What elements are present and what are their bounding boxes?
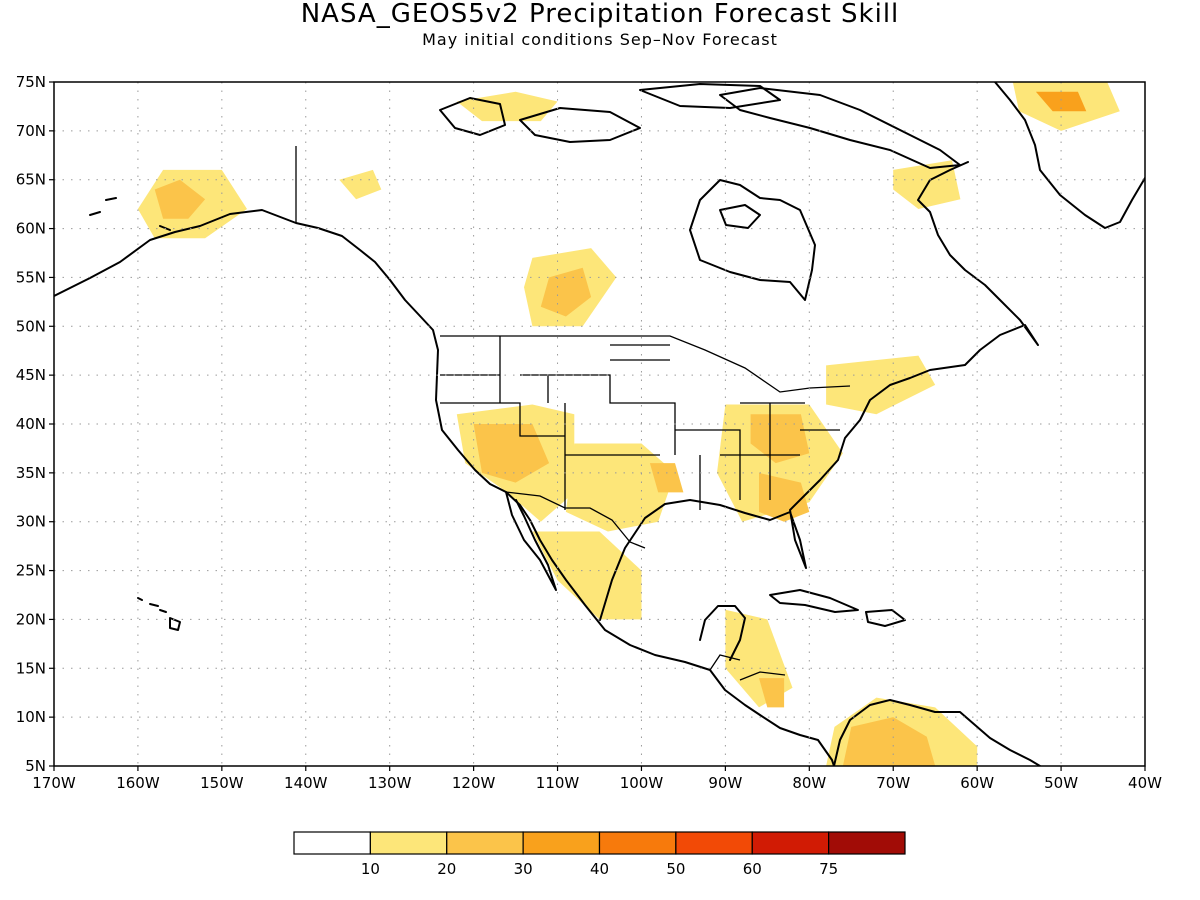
x-tick-label: 160W (116, 774, 160, 792)
colorbar-label: 75 (819, 860, 838, 878)
x-tick-label: 60W (960, 774, 994, 792)
y-tick-label: 65N (16, 171, 46, 189)
hudson-bay-coastline (689, 179, 816, 301)
skill-region-9 (649, 463, 684, 493)
x-tick-label: 100W (620, 774, 664, 792)
y-tick-label: 15N (16, 659, 46, 677)
hawaii-islets (137, 597, 167, 613)
axis-ticks: 170W 160W 150W 140W 130W 120W 110W 100W 90W 80W 70… (16, 73, 1162, 792)
us-state-lines (440, 336, 840, 510)
colorbar: 10 20 30 40 50 60 75 (293, 831, 906, 878)
yucatan-coastline (699, 605, 746, 661)
y-tick-label: 30N (16, 513, 46, 531)
x-tick-label: 50W (1044, 774, 1078, 792)
skill-region-17 (1035, 91, 1087, 112)
gulf-coastline (599, 161, 1039, 621)
x-tick-label: 40W (1128, 774, 1162, 792)
skill-region-21 (842, 717, 936, 766)
hispaniola (865, 609, 906, 627)
ellesmere-island (639, 83, 781, 109)
colorbar-swatch (751, 831, 830, 855)
x-tick-label: 130W (368, 774, 412, 792)
us-canada-border (440, 335, 851, 393)
graticule (54, 82, 1145, 766)
hawaii (169, 617, 181, 631)
north-america-coastline (54, 209, 835, 766)
baja-coastline (505, 491, 557, 591)
x-tick-label: 170W (32, 774, 76, 792)
x-tick-label: 90W (708, 774, 742, 792)
colorbar-label: 10 (361, 860, 380, 878)
y-tick-label: 10N (16, 708, 46, 726)
skill-shading (137, 82, 1120, 766)
political-borders (295, 146, 851, 681)
baffin-island (719, 87, 961, 169)
y-tick-label: 60N (16, 220, 46, 238)
y-tick-label: 50N (16, 317, 46, 335)
alaska-islands (89, 197, 171, 231)
y-tick-label: 45N (16, 366, 46, 384)
colorbar-swatch (293, 831, 371, 855)
skill-region-13 (759, 472, 810, 522)
cuba (769, 589, 859, 613)
y-tick-label: 35N (16, 464, 46, 482)
map-subtitle: May initial conditions Sep–Nov Forecast (422, 30, 778, 49)
y-tick-label: 75N (16, 73, 46, 91)
skill-region-3 (456, 91, 558, 122)
victoria-island (519, 107, 641, 143)
skill-region-11 (717, 404, 843, 522)
colorbar-swatch (675, 831, 753, 855)
y-tick-label: 20N (16, 610, 46, 628)
x-tick-label: 150W (200, 774, 244, 792)
x-tick-label: 70W (876, 774, 910, 792)
y-tick-label: 40N (16, 415, 46, 433)
skill-region-12 (750, 414, 810, 464)
skill-region-7 (473, 424, 550, 483)
y-tick-label: 70N (16, 122, 46, 140)
colorbar-swatch (369, 831, 448, 855)
colorbar-swatch (598, 831, 677, 855)
colorbar-label: 20 (437, 860, 456, 878)
colorbar-label: 40 (590, 860, 609, 878)
y-tick-label: 55N (16, 268, 46, 286)
skill-region-14 (826, 355, 936, 415)
x-tick-label: 110W (536, 774, 580, 792)
skill-region-1 (154, 179, 206, 219)
skill-region-2 (339, 169, 382, 200)
central-america-borders (709, 654, 786, 681)
greenland-coastline (994, 82, 1145, 229)
coastlines (54, 82, 1145, 766)
map-title: NASA_GEOS5v2 Precipitation Forecast Skil… (301, 0, 900, 29)
colorbar-label: 50 (666, 860, 685, 878)
skill-region-19 (759, 678, 785, 708)
colorbar-label: 60 (743, 860, 762, 878)
colorbar-swatch (828, 831, 906, 855)
colorbar-swatch (446, 831, 524, 855)
y-tick-label: 5N (25, 757, 46, 775)
us-mexico-border (505, 491, 646, 549)
x-tick-label: 120W (452, 774, 496, 792)
x-tick-label: 80W (792, 774, 826, 792)
skill-region-5 (540, 267, 592, 317)
colorbar-label: 30 (514, 860, 533, 878)
southampton-island (719, 204, 761, 229)
x-tick-label: 140W (284, 774, 328, 792)
south-america-coastline (833, 699, 1041, 766)
skill-region-10 (532, 531, 642, 620)
banks-island (439, 97, 506, 136)
y-tick-label: 25N (16, 562, 46, 580)
colorbar-swatch (522, 831, 601, 855)
